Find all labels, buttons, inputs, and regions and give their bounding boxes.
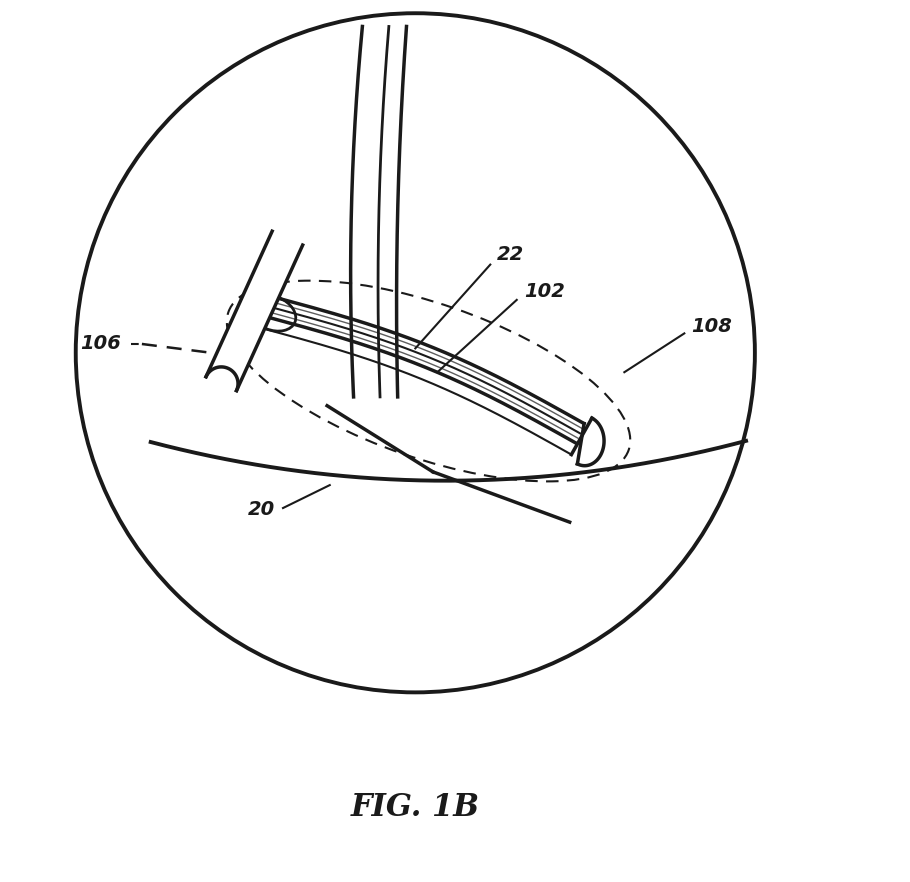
Text: 22: 22 — [498, 244, 524, 264]
Text: FIG. 1B: FIG. 1B — [351, 791, 480, 823]
Text: 108: 108 — [692, 317, 733, 336]
Text: 102: 102 — [524, 281, 565, 301]
Polygon shape — [206, 231, 303, 391]
Text: 20: 20 — [248, 500, 275, 519]
Text: 106: 106 — [80, 334, 121, 354]
